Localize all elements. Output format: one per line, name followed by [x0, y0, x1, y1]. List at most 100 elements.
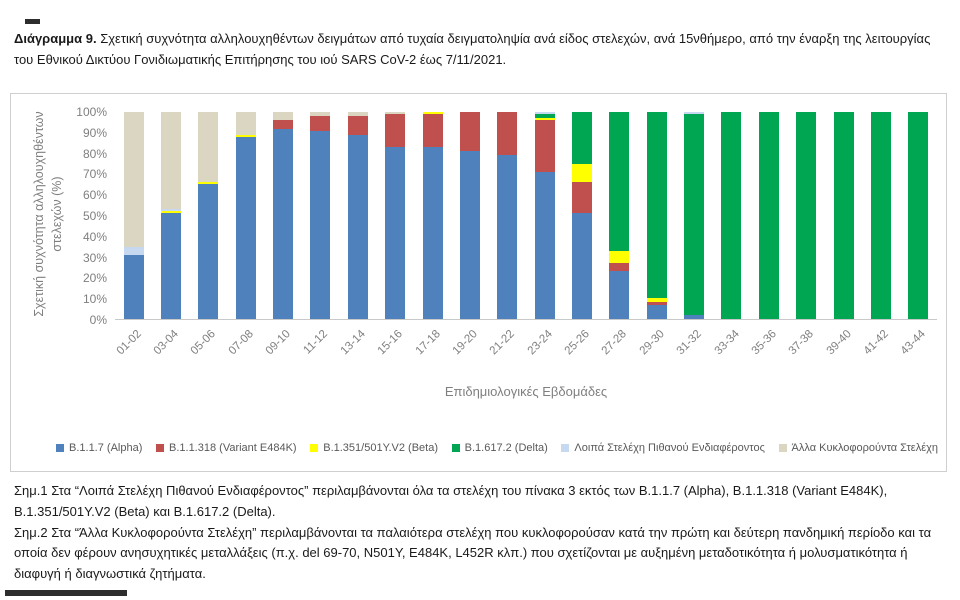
bar-column-19-20: [459, 112, 480, 319]
bar-segment: [571, 182, 592, 214]
x-label-slot: 39-40: [824, 324, 862, 376]
bar-column-25-26: [571, 112, 592, 319]
x-label-slot: 09-10: [264, 324, 301, 376]
y-tick-label: 40%: [82, 229, 107, 244]
y-tick-label: 90%: [82, 125, 107, 140]
bar-segment: [534, 114, 555, 119]
bar-segment: [310, 130, 331, 319]
bar-segment: [833, 112, 854, 319]
bar-segment: [385, 147, 406, 319]
legend-label: B.1.1.7 (Alpha): [69, 442, 143, 454]
x-tick-label: 31-32: [674, 328, 705, 358]
x-tick-label: 35-36: [749, 328, 779, 358]
y-tick-label: 80%: [82, 146, 107, 161]
bar-column-29-30: [646, 112, 667, 319]
x-label-slot: 17-18: [413, 324, 451, 376]
legend-label: Λοιπά Στελέχη Πιθανού Ενδιαφέροντος: [574, 442, 765, 454]
x-label-slot: 31-32: [675, 324, 712, 376]
figure-caption: Διάγραμμα 9. Σχετική συχνότητα αλληλουχη…: [14, 28, 942, 70]
legend-item: B.1.1.7 (Alpha): [56, 442, 142, 454]
bar-segment: [273, 120, 294, 129]
x-tick-label: 23-24: [525, 328, 555, 358]
bar-segment: [609, 250, 630, 264]
bar-slot: [638, 112, 675, 319]
bar-column-37-38: [796, 112, 817, 319]
bar-slot: [713, 112, 750, 319]
bar-column-35-36: [758, 112, 779, 319]
bar-segment: [459, 112, 480, 152]
bar-slot: [900, 112, 937, 319]
bar-segment: [758, 112, 779, 319]
legend-item: Άλλα Κυκλοφορούντα Στελέχη: [778, 442, 938, 454]
bar-segment: [609, 263, 630, 272]
bar-segment: [347, 116, 368, 135]
bar-segment: [609, 112, 630, 251]
x-label-slot: 23-24: [525, 324, 563, 376]
x-tick-label: 41-42: [861, 328, 891, 358]
bar-segment: [534, 112, 555, 115]
bar-segment: [273, 112, 294, 121]
legend-item: B.1.617.2 (Delta): [451, 442, 548, 454]
bar-slot: [264, 112, 301, 319]
bar-segment: [571, 163, 592, 183]
legend-item: Λοιπά Στελέχη Πιθανού Ενδιαφέροντος: [561, 442, 765, 454]
legend-label: B.1.1.318 (Variant E484K): [169, 442, 297, 454]
legend-swatch-icon: [156, 444, 164, 452]
bar-slot: [227, 112, 264, 319]
legend-label: Άλλα Κυκλοφορούντα Στελέχη: [791, 442, 938, 454]
x-tick-label: 29-30: [637, 328, 667, 358]
bar-segment: [161, 211, 182, 214]
x-tick-label: 39-40: [824, 328, 854, 358]
bar-segment: [609, 271, 630, 319]
bar-slot: [825, 112, 862, 319]
x-tick-label: 05-06: [189, 328, 219, 358]
bar-segment: [721, 112, 742, 319]
bar-segment: [646, 304, 667, 319]
legend-swatch-icon: [778, 444, 787, 452]
bar-slot: [750, 112, 787, 319]
x-tick-label: 43-44: [898, 328, 929, 358]
bar-segment: [235, 112, 256, 135]
bar-slot: [787, 112, 824, 319]
bar-segment: [273, 128, 294, 319]
bar-segment: [684, 114, 705, 315]
bar-segment: [497, 112, 518, 156]
legend-swatch-icon: [310, 444, 319, 452]
bar-segment: [347, 112, 368, 117]
bar-segment: [534, 118, 555, 121]
plot-area: [115, 112, 937, 320]
x-label-slot: 25-26: [563, 324, 600, 376]
bar-segment: [646, 302, 667, 305]
x-tick-label: 13-14: [338, 328, 368, 358]
x-label-slot: 11-12: [302, 324, 339, 376]
bar-segment: [534, 172, 555, 319]
bar-column-07-08: [235, 112, 256, 319]
bar-segment: [198, 184, 219, 319]
x-label-slot: 37-38: [787, 324, 824, 376]
x-tick-label: 21-22: [487, 328, 518, 358]
bar-column-21-22: [497, 112, 518, 319]
y-tick-label: 0%: [89, 312, 107, 327]
bar-slot: [339, 112, 376, 319]
bar-segment: [571, 112, 592, 164]
x-tick-label: 19-20: [450, 328, 480, 358]
bar-segment: [646, 112, 667, 299]
y-axis-ticks: 100% 90% 80% 70% 60% 50% 40% 30% 20% 10% 0%: [63, 105, 107, 327]
chart-legend: B.1.1.7 (Alpha) B.1.1.318 (Variant E484K)…: [56, 442, 938, 454]
bar-slot: [377, 112, 414, 319]
x-label-slot: 35-36: [749, 324, 787, 376]
bar-column-13-14: [347, 112, 368, 319]
bar-slot: [302, 112, 339, 319]
x-label-slot: 05-06: [189, 324, 227, 376]
bar-slot: [675, 112, 712, 319]
bar-slot: [414, 112, 451, 319]
x-label-slot: 03-04: [152, 324, 189, 376]
x-label-slot: 13-14: [339, 324, 376, 376]
bar-segment: [459, 151, 480, 319]
chart-panel: Σχετική συχνότητα αλληλουχηθέντων στελεχ…: [10, 93, 947, 472]
bar-segment: [123, 112, 144, 247]
x-tick-label: 09-10: [263, 328, 294, 358]
bar-column-09-10: [273, 112, 294, 319]
bar-segment: [310, 112, 331, 117]
bar-column-17-18: [422, 112, 443, 319]
